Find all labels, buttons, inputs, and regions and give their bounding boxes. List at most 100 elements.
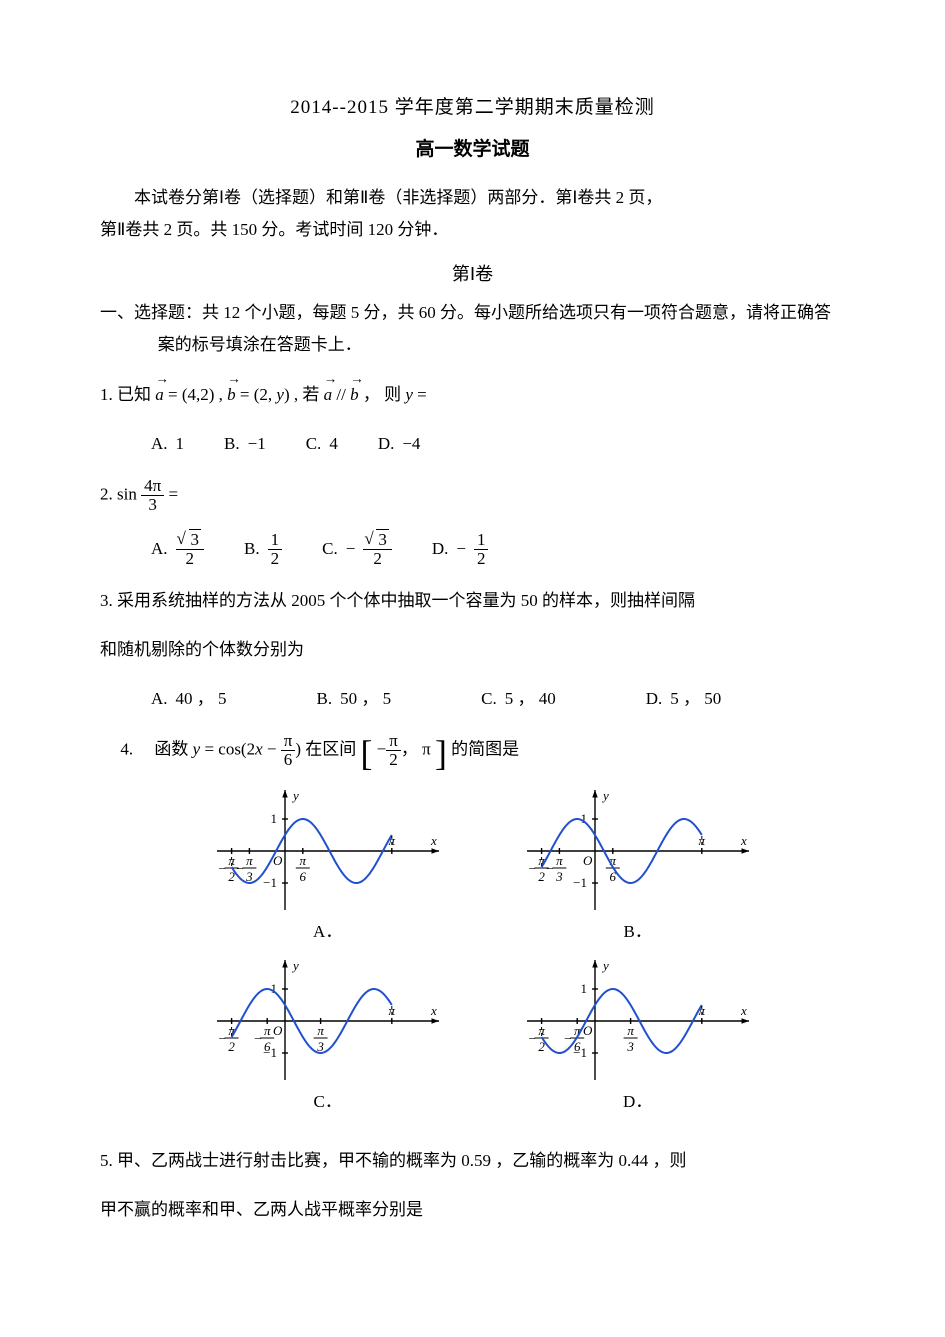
q3-option-d[interactable]: D.5 ， 50 xyxy=(646,683,722,715)
graph-option[interactable]: yxO1−1−π2−π6π3πC． xyxy=(213,956,443,1118)
opt-label: A. xyxy=(151,428,168,460)
vector-a-icon: a xyxy=(155,379,164,411)
instructions-body: 共 12 个小题，每题 5 分，共 60 分。每小题所给选项只有一项符合题意，请… xyxy=(158,303,831,354)
opt-val: −4 xyxy=(402,428,420,460)
q2-option-a[interactable]: A. 32 xyxy=(151,531,204,568)
question-3: 3. 采用系统抽样的方法从 2005 个个体中抽取一个容量为 50 的样本，则抽… xyxy=(100,585,845,716)
opt-label: D. xyxy=(378,428,395,460)
q3-option-b[interactable]: B.50 ， 5 xyxy=(317,683,392,715)
opt-frac: 12 xyxy=(474,531,489,568)
cosine-graph-icon: yxO1−1−π3−π2π6π xyxy=(213,786,443,916)
intro-line2: 第Ⅱ卷共 2 页。共 150 分。考试时间 120 分钟． xyxy=(100,214,845,246)
q3-option-c[interactable]: C.5 ， 40 xyxy=(481,683,556,715)
q1-end: = xyxy=(413,385,427,404)
graph-label: C． xyxy=(213,1086,443,1118)
svg-text:−1: −1 xyxy=(263,875,277,890)
q4-x: x xyxy=(255,740,263,759)
svg-text:2: 2 xyxy=(538,869,545,884)
vector-a2-icon: a xyxy=(324,379,333,411)
svg-text:x: x xyxy=(740,833,747,848)
q3-option-a[interactable]: A.40 ， 5 xyxy=(151,683,227,715)
graph-label: B． xyxy=(523,916,753,948)
q1-option-d[interactable]: D.−4 xyxy=(378,428,421,460)
question-4: 4. 函数 y = cos(2x − π6) 在区间 [ −π2， π ] 的简… xyxy=(120,732,845,1118)
graph-option[interactable]: yxO1−1−π3−π2π6πA． xyxy=(213,786,443,948)
svg-text:6: 6 xyxy=(299,869,306,884)
opt-label: B. xyxy=(244,533,260,565)
frac-num: π xyxy=(386,732,401,751)
svg-text:y: y xyxy=(291,788,299,803)
svg-text:2: 2 xyxy=(228,1039,235,1054)
graph-option[interactable]: yxO1−1−π2−π6π3πD． xyxy=(523,956,753,1118)
graph-option[interactable]: yxO1−1−π2−π3π6πB． xyxy=(523,786,753,948)
svg-text:x: x xyxy=(430,1003,437,1018)
q4-stem: 4. 函数 y = cos(2x − π6) 在区间 [ −π2， π ] 的简… xyxy=(120,732,845,769)
svg-text:y: y xyxy=(291,958,299,973)
opt-frac: 32 xyxy=(176,531,205,568)
q2-options: A. 32 B. 12 C. −32 D. −12 xyxy=(151,531,845,568)
frac-num: 1 xyxy=(268,531,283,550)
q4-graphs: yxO1−1−π3−π2π6πA．yxO1−1−π2−π3π6πB．yxO1−1… xyxy=(120,786,845,1119)
instructions: 一、选择题：共 12 个小题，每题 5 分，共 60 分。每小题所给选项只有一项… xyxy=(100,297,845,362)
vector-b2-icon: b xyxy=(350,379,359,411)
q2-option-c[interactable]: C. −32 xyxy=(322,531,392,568)
svg-text:−1: −1 xyxy=(573,875,587,890)
cosine-graph-icon: yxO1−1−π2−π6π3π xyxy=(213,956,443,1086)
opt-val: 4 xyxy=(329,428,338,460)
opt-label: C. xyxy=(481,683,497,715)
exam-page: 2014--2015 学年度第二学期期末质量检测 高一数学试题 本试卷分第Ⅰ卷（… xyxy=(0,0,945,1337)
q1-mid1: = (4,2) , xyxy=(168,385,227,404)
q2-option-d[interactable]: D. −12 xyxy=(432,531,489,568)
q3-options: A.40 ， 5 B.50 ， 5 C.5 ， 40 D.5 ， 50 xyxy=(151,683,845,715)
q2-option-b[interactable]: B. 12 xyxy=(244,531,282,568)
q1-option-b[interactable]: B.−1 xyxy=(224,428,266,460)
opt-label: B. xyxy=(317,683,333,715)
svg-text:O: O xyxy=(583,853,593,868)
right-bracket-icon: ] xyxy=(435,733,447,773)
q1-option-a[interactable]: A.1 xyxy=(151,428,184,460)
q1-pre: 1. 已知 xyxy=(100,385,151,404)
q4-frac2: π2 xyxy=(386,732,401,769)
svg-text:3: 3 xyxy=(555,869,563,884)
opt-val: 1 xyxy=(176,428,185,460)
q4-rhs1: = cos(2 xyxy=(200,740,255,759)
opt-label: A. xyxy=(151,533,168,565)
q4-suf: 的简图是 xyxy=(451,740,519,759)
svg-text:π: π xyxy=(299,853,306,868)
exam-subtitle: 高一数学试题 xyxy=(100,132,845,168)
svg-text:1: 1 xyxy=(580,981,587,996)
q1-option-c[interactable]: C.4 xyxy=(306,428,338,460)
svg-text:π: π xyxy=(317,1023,324,1038)
part-label: 第Ⅰ卷 xyxy=(100,257,845,291)
q4-sep: ， π xyxy=(401,740,431,759)
svg-text:y: y xyxy=(601,788,609,803)
cosine-graph-icon: yxO1−1−π2−π6π3π xyxy=(523,956,753,1086)
q1-stem: 1. 已知 a = (4,2) , b = (2, y) , 若 a // b … xyxy=(100,379,845,411)
neg-sign: − xyxy=(456,533,466,565)
frac-num: 4π xyxy=(141,477,164,496)
opt-label: D. xyxy=(432,533,449,565)
opt-frac: 12 xyxy=(268,531,283,568)
opt-label: B. xyxy=(224,428,240,460)
opt-val: 50 ， 5 xyxy=(340,683,391,715)
svg-text:π: π xyxy=(627,1023,634,1038)
neg-sign: − xyxy=(346,533,356,565)
q4-minus: − xyxy=(263,740,281,759)
left-bracket-icon: [ xyxy=(361,733,373,773)
opt-val: 5 ， 40 xyxy=(505,683,556,715)
svg-text:6: 6 xyxy=(264,1039,271,1054)
sqrt-icon: 3 xyxy=(179,531,202,549)
q3-line1: 3. 采用系统抽样的方法从 2005 个个体中抽取一个容量为 50 的样本，则抽… xyxy=(100,585,845,617)
opt-label: C. xyxy=(322,533,338,565)
q3-line2: 和随机剔除的个体数分别为 xyxy=(100,634,845,666)
q1-y1: y xyxy=(276,385,284,404)
q2-fraction: 4π3 xyxy=(141,477,164,514)
svg-text:3: 3 xyxy=(626,1039,634,1054)
graph-label: D． xyxy=(523,1086,753,1118)
radicand: 3 xyxy=(189,529,202,549)
opt-label: C. xyxy=(306,428,322,460)
svg-text:1: 1 xyxy=(270,811,277,826)
frac-num: π xyxy=(281,732,296,751)
opt-frac: 32 xyxy=(363,531,392,568)
frac-den: 2 xyxy=(176,550,205,568)
